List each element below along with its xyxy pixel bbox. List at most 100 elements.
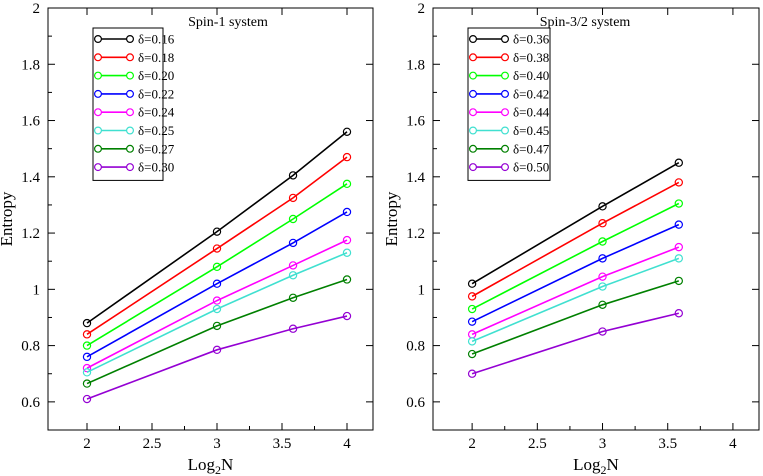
data-point [212,227,222,236]
legend-marker [501,89,510,98]
y-tick-label: 1.8 [406,57,425,73]
legend-label: δ=0.47 [513,141,550,156]
panel-2: 2 2.5 3 3.5 4 0.6 0.8 1 1.2 1.4 1.6 1.8 2 Log2N Entrop… [382,1,760,476]
x-tick-label: 3.5 [273,436,292,452]
y-tick-label: 2 [418,1,426,17]
series-line-8 [471,312,679,375]
data-point [82,318,92,328]
plot-frame [432,7,760,431]
legend-marker [125,126,134,135]
series-line-6 [471,257,680,343]
data-point [674,220,684,229]
series-line-2 [471,181,680,298]
legend-label: δ=0.25 [138,123,174,138]
legend-marker [501,34,510,43]
data-point [467,349,477,359]
legend-marker [125,89,134,98]
data-point [212,321,222,331]
data-point [674,242,684,252]
data-point [598,272,607,281]
legend-label: δ=0.36 [513,32,550,47]
data-point [288,324,298,333]
legend-label: δ=0.44 [513,105,550,120]
y-tick-label: 1.6 [406,114,425,130]
data-point [467,337,477,346]
data-point [674,178,684,187]
legend-marker [125,53,134,62]
data-point [212,279,222,288]
legend-label: δ=0.42 [513,86,549,101]
legend-marker [93,53,102,62]
series-line-4 [471,223,680,323]
data-point [288,193,298,203]
legend-marker [93,71,102,80]
legend-label: δ=0.27 [138,141,175,156]
legend-label: δ=0.45 [513,123,549,138]
legend-marker [93,34,102,43]
data-point [342,207,352,217]
y-tick-label: 1.2 [406,226,425,242]
legend-label: δ=0.16 [138,32,175,47]
legend-label: δ=0.18 [138,50,174,65]
legend-label: δ=0.22 [138,86,174,101]
y-axis-label: Entropy [382,191,401,246]
series-line-6 [86,252,348,374]
panel-1: 2 2.5 3 3.5 4 0.6 0.8 1 1.2 1.4 1.6 1.8 2 Log2N Entrop… [0,1,374,476]
series-line-7 [86,278,348,385]
y-tick-label: 2 [33,1,41,17]
legend-marker [501,163,510,172]
legend-marker [469,163,478,172]
data-point [598,202,607,211]
data-point [674,158,684,167]
y-tick-label: 1 [33,282,41,298]
data-point [288,261,298,270]
legend-marker [93,126,102,135]
data-point [467,369,477,378]
data-point [288,238,298,248]
series-line-1 [471,162,680,285]
data-point [467,304,477,314]
data-point [674,276,684,286]
legend-marker [469,71,478,80]
legend-marker [501,108,510,117]
series-line-7 [471,280,680,355]
data-point [342,152,352,162]
chart-title: Spin-1 system [188,15,268,30]
data-point [82,368,92,377]
y-tick-label: 1 [418,282,426,298]
x-tick-label: 3 [599,436,607,452]
series-line-3 [471,202,680,310]
data-point [212,304,222,314]
y-tick-label: 1.4 [406,170,425,186]
x-tick-label: 3.5 [658,436,677,452]
y-tick-label: 0.8 [406,339,425,355]
x-tick-label: 2.5 [528,436,547,452]
data-point [598,300,607,310]
series-line-2 [86,156,348,336]
data-point [467,317,477,326]
data-point [342,179,352,189]
data-point [342,235,352,245]
legend-marker [469,108,478,117]
data-point [212,296,222,305]
x-tick-label: 3 [213,436,221,452]
y-tick-label: 1.2 [21,226,40,242]
legend-marker [501,144,510,153]
legend-label: δ=0.50 [513,160,549,175]
data-point [598,237,607,246]
y-axis-label: Entropy [0,191,16,246]
y-tick-label: 0.8 [21,339,40,355]
legend-marker [501,71,510,80]
y-tick-label: 1.6 [21,114,40,130]
data-point [598,254,607,263]
legend-label: δ=0.38 [513,50,549,65]
legend-marker [469,53,478,62]
legend-marker [125,144,134,153]
data-point [82,341,92,350]
legend-marker [469,34,478,43]
legend-marker [125,108,134,117]
x-tick-label: 2 [468,436,476,452]
data-point [342,127,352,136]
data-point [288,214,298,224]
